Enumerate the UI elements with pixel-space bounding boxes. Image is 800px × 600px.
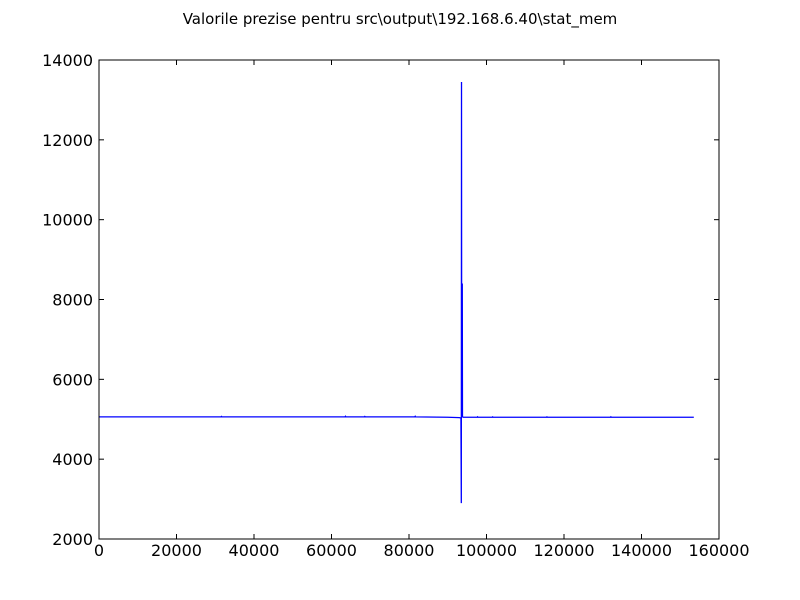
x-tick-label: 80000 [384, 541, 435, 560]
chart-title: Valorile prezise pentru src\output\192.1… [183, 10, 618, 29]
y-tick-label: 6000 [52, 370, 93, 389]
x-tick-label: 100000 [456, 541, 517, 560]
tick-layer: 0 20000 40000 60000 80000 100000 120000 140000 1… [42, 51, 749, 560]
x-tick-label: 120000 [533, 541, 594, 560]
y-tick-label: 10000 [42, 211, 93, 230]
y-tick-label: 2000 [52, 530, 93, 549]
x-tick-label: 60000 [306, 541, 357, 560]
x-tick-label: 40000 [229, 541, 280, 560]
plot-frame [98, 59, 720, 540]
x-tick-label: 160000 [688, 541, 749, 560]
series-line-0 [99, 81, 694, 504]
plot-area [99, 60, 719, 539]
series-layer [99, 81, 694, 504]
x-tick-label: 20000 [151, 541, 202, 560]
x-tick-label: 0 [94, 541, 104, 560]
y-tick-label: 4000 [52, 450, 93, 469]
x-tick-label: 140000 [611, 541, 672, 560]
y-tick-label: 12000 [42, 131, 93, 150]
y-tick-label: 14000 [42, 51, 93, 70]
y-tick-label: 8000 [52, 291, 93, 310]
